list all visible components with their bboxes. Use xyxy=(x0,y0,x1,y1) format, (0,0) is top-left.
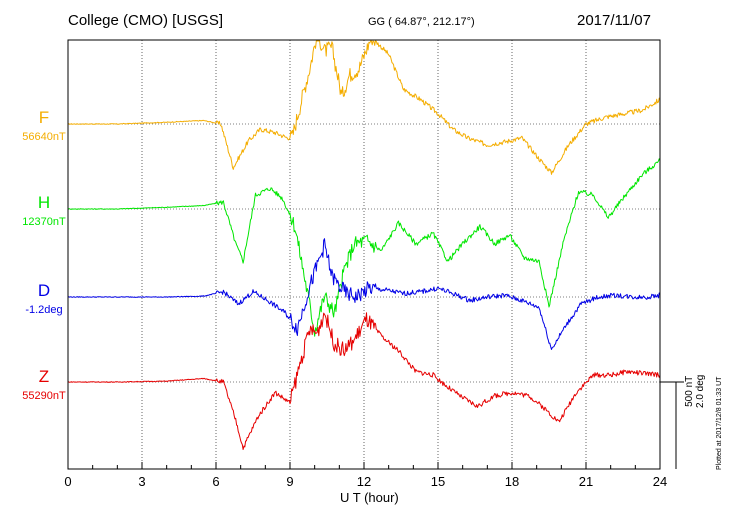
series-line-f xyxy=(68,40,661,175)
x-tick-label-6: 6 xyxy=(212,474,220,489)
grid xyxy=(68,40,660,469)
series-line-d xyxy=(67,238,661,350)
series-baseline-h: 12370nT xyxy=(22,216,66,228)
series-baseline-d: -1.2deg xyxy=(25,304,63,316)
series-label-h: H 12370nT xyxy=(12,193,76,228)
series-label-z: Z 55290nT xyxy=(12,367,76,402)
x-tick-label-18: 18 xyxy=(504,474,520,489)
series-name-z: Z xyxy=(38,367,50,386)
series-line-h xyxy=(67,158,661,337)
series-name-f: F xyxy=(38,108,50,127)
x-tick-label-24: 24 xyxy=(652,474,668,489)
x-ticks xyxy=(67,462,661,469)
series-baseline-f: 56640nT xyxy=(22,131,66,143)
series-name-d: D xyxy=(37,281,51,300)
scale-bar xyxy=(660,381,684,469)
series-label-f: F 56640nT xyxy=(12,108,76,143)
scale-deg: 2.0 deg xyxy=(695,374,706,408)
series-label-d: D -1.2deg xyxy=(12,281,76,316)
x-tick-label-12: 12 xyxy=(356,474,372,489)
x-tick-label-3: 3 xyxy=(138,474,146,489)
series-name-h: H xyxy=(37,193,51,212)
traces xyxy=(67,40,661,450)
x-axis-label: U T (hour) xyxy=(340,490,399,505)
x-tick-label-21: 21 xyxy=(578,474,594,489)
scale-label: 500 nT 2.0 deg xyxy=(684,375,706,408)
scale-nt: 500 nT xyxy=(684,375,695,407)
x-tick-label-9: 9 xyxy=(286,474,294,489)
plotted-timestamp: Plotted at 2017/12/8 01:33 UT xyxy=(716,376,723,470)
plot-date: 2017/11/07 xyxy=(577,12,651,29)
station-coordinates: GG ( 64.87°, 212.17°) xyxy=(368,16,475,28)
x-tick-label-0: 0 xyxy=(64,474,72,489)
station-title: College (CMO) [USGS] xyxy=(68,12,224,29)
plot-frame xyxy=(67,39,661,470)
series-baseline-z: 55290nT xyxy=(22,390,66,402)
x-tick-label-15: 15 xyxy=(430,474,446,489)
series-line-z xyxy=(68,312,661,450)
